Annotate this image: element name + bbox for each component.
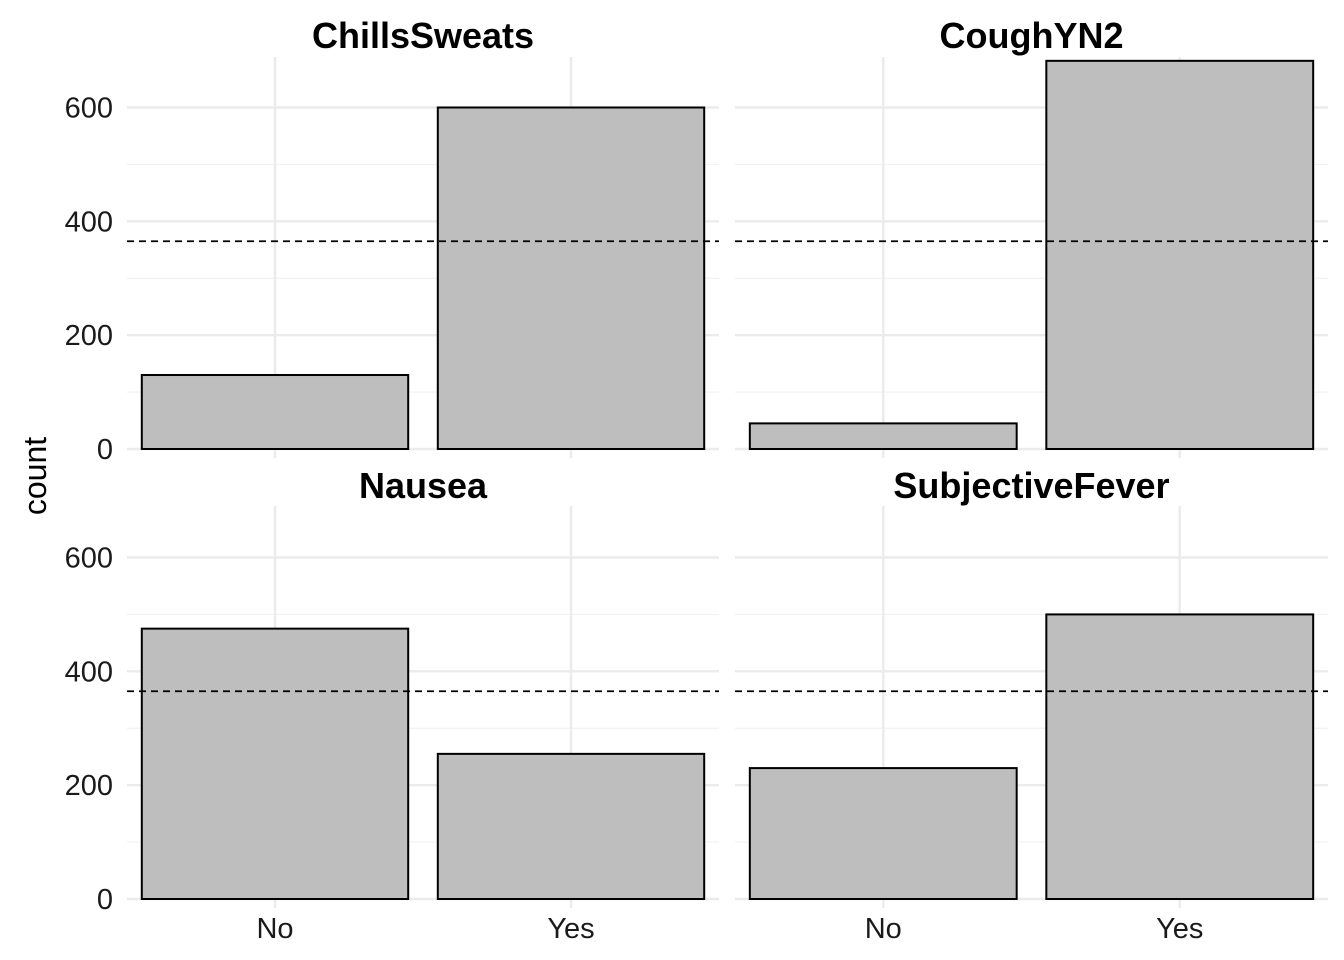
y-tick-label: 400 [65, 656, 113, 688]
y-tick-label: 400 [65, 206, 113, 238]
panel-title: SubjectiveFever [893, 465, 1169, 506]
bar-subjectivefever-no [748, 767, 1018, 901]
x-tick-label: No [256, 913, 293, 945]
panel-chillssweats: ChillsSweats 0 200 400 600 [65, 15, 719, 466]
y-tick-label: 600 [65, 93, 113, 125]
y-tick-label: 200 [65, 320, 113, 352]
bar-chillssweats-no [140, 374, 410, 450]
bar-nausea-yes [436, 752, 706, 900]
bar-coughyn2-no [748, 422, 1018, 451]
panel-subjectivefever: SubjectiveFever No Yes [735, 465, 1328, 945]
panel-title: ChillsSweats [312, 15, 534, 56]
y-axis-label: count [17, 437, 53, 515]
bar-nausea-no [140, 627, 410, 900]
bar-chillssweats-yes [436, 106, 706, 450]
panel-coughyn2: CoughYN2 [735, 15, 1328, 458]
y-tick-label: 200 [65, 770, 113, 802]
panel-nausea: Nausea 0 200 400 600 No Yes [65, 465, 719, 945]
y-tick-label: 0 [97, 434, 113, 466]
bar-subjectivefever-yes [1045, 613, 1315, 901]
x-tick-label: Yes [547, 913, 594, 945]
panel-title: Nausea [359, 465, 488, 506]
panel-title: CoughYN2 [940, 15, 1124, 56]
y-tick-label: 0 [97, 884, 113, 916]
x-tick-label: Yes [1156, 913, 1203, 945]
bar-coughyn2-yes [1045, 59, 1315, 450]
x-tick-label: No [865, 913, 902, 945]
y-tick-label: 600 [65, 543, 113, 575]
